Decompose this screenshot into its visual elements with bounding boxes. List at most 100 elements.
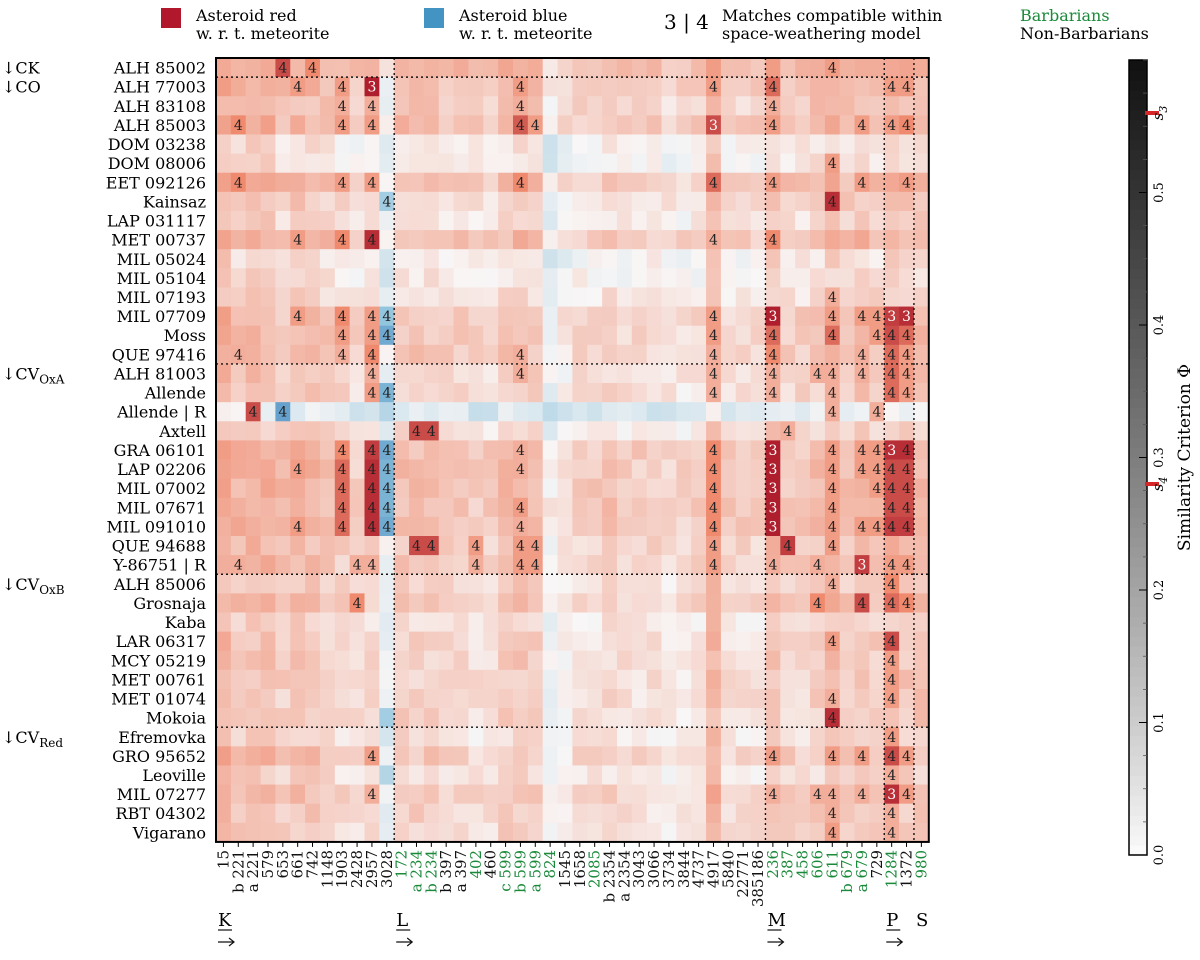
heatmap-cell [438, 306, 454, 327]
cell-match-label: 4 [828, 692, 837, 708]
heatmap-cell [394, 669, 410, 690]
heatmap-cell [824, 325, 841, 346]
heatmap-cell [334, 402, 351, 422]
heatmap-cell [216, 402, 232, 422]
heatmap-cell [750, 363, 766, 384]
heatmap-cell [691, 287, 707, 307]
heatmap-cell [839, 287, 855, 307]
heatmap-cell [319, 421, 336, 441]
heatmap-cell [691, 421, 707, 441]
heatmap-cell [631, 402, 648, 422]
heatmap-cell [230, 325, 247, 346]
heatmap-cell [810, 230, 826, 250]
cell-match-label: 4 [858, 462, 867, 478]
heatmap-cell [364, 822, 380, 843]
cell-match-label: 3 [768, 481, 777, 497]
heatmap-cell [646, 478, 662, 499]
heatmap-cell [409, 210, 425, 231]
heatmap-cell [364, 230, 380, 250]
row-label: LAP 02206 [117, 460, 206, 479]
heatmap-cell [245, 574, 261, 594]
heatmap-cell [319, 593, 336, 613]
heatmap-cell [260, 402, 276, 422]
heatmap-cell [349, 612, 365, 632]
heatmap-cell [230, 459, 247, 480]
heatmap-cell [542, 746, 558, 766]
heatmap-cell [216, 612, 232, 632]
heatmap-cell [557, 822, 573, 843]
heatmap-cell [899, 478, 915, 499]
heatmap-cell [780, 631, 796, 652]
heatmap-cell [884, 497, 900, 518]
heatmap-cell [572, 650, 588, 671]
cell-match-label: 4 [813, 787, 822, 803]
heatmap-cell [468, 478, 484, 499]
heatmap-cell [364, 325, 380, 346]
heatmap-cell [706, 650, 722, 671]
heatmap-cell [795, 784, 811, 805]
heatmap-cell [810, 727, 826, 747]
heatmap-cell [438, 631, 454, 652]
cell-match-label: 4 [872, 519, 881, 535]
heatmap-cell [468, 77, 484, 97]
heatmap-cell [824, 77, 841, 97]
heatmap-cell [810, 822, 826, 843]
cell-match-label: 4 [709, 175, 718, 191]
heatmap-cell [631, 58, 648, 78]
cell-match-label: 4 [293, 309, 302, 325]
heatmap-cell [542, 344, 558, 365]
heatmap-cell [409, 402, 425, 422]
heatmap-cell [691, 574, 707, 594]
heatmap-cell [572, 574, 588, 594]
heatmap-cell [913, 344, 930, 365]
heatmap-cell [765, 153, 781, 174]
heatmap-cell [913, 77, 930, 97]
colorbar-segment [1129, 437, 1147, 449]
heatmap-cell [884, 287, 900, 307]
heatmap-cell [364, 344, 380, 365]
heatmap-cell [483, 459, 499, 480]
heatmap-cell [498, 134, 514, 154]
heatmap-cell [409, 669, 425, 690]
heatmap-cell [869, 191, 885, 212]
heatmap-cell [334, 249, 351, 269]
heatmap-cell [305, 325, 321, 346]
heatmap-cell [780, 536, 796, 556]
cell-match-label: 4 [768, 175, 777, 191]
heatmap-cell [661, 249, 677, 269]
heatmap-cell [765, 708, 781, 728]
heatmap-cell [750, 688, 766, 709]
heatmap-cell [631, 650, 648, 671]
heatmap-cell [557, 688, 573, 709]
heatmap-cell [587, 555, 603, 575]
heatmap-cell [216, 191, 232, 212]
heatmap-cell [572, 96, 588, 116]
cell-match-label: 4 [293, 519, 302, 535]
heatmap-cell [423, 746, 440, 766]
heatmap-cell [349, 593, 365, 613]
heatmap-cell [676, 402, 692, 422]
colorbar-segment [1129, 328, 1147, 339]
cell-match-label: 4 [768, 99, 777, 115]
cell-match-label: 4 [768, 558, 777, 574]
x-label: 579 [259, 850, 277, 879]
heatmap-cell [602, 440, 618, 460]
cell-match-label: 4 [902, 328, 911, 344]
heatmap-cell [631, 822, 648, 843]
cell-match-label: 3 [768, 519, 777, 535]
cell-match-label: 4 [887, 806, 896, 822]
heatmap-cell [765, 746, 781, 766]
cell-match-label: 3 [709, 118, 718, 134]
heatmap-cell [305, 134, 321, 154]
heatmap-cell [839, 172, 855, 193]
heatmap-cell [780, 210, 796, 231]
heatmap-cell [230, 822, 247, 843]
heatmap-cell [661, 210, 677, 231]
heatmap-cell [735, 593, 751, 613]
heatmap-cell [245, 727, 261, 747]
heatmap-cell [795, 669, 811, 690]
heatmap-cell [735, 631, 751, 652]
heatmap-cell [780, 803, 796, 824]
heatmap-cell [765, 516, 781, 537]
heatmap-cell [453, 650, 469, 671]
